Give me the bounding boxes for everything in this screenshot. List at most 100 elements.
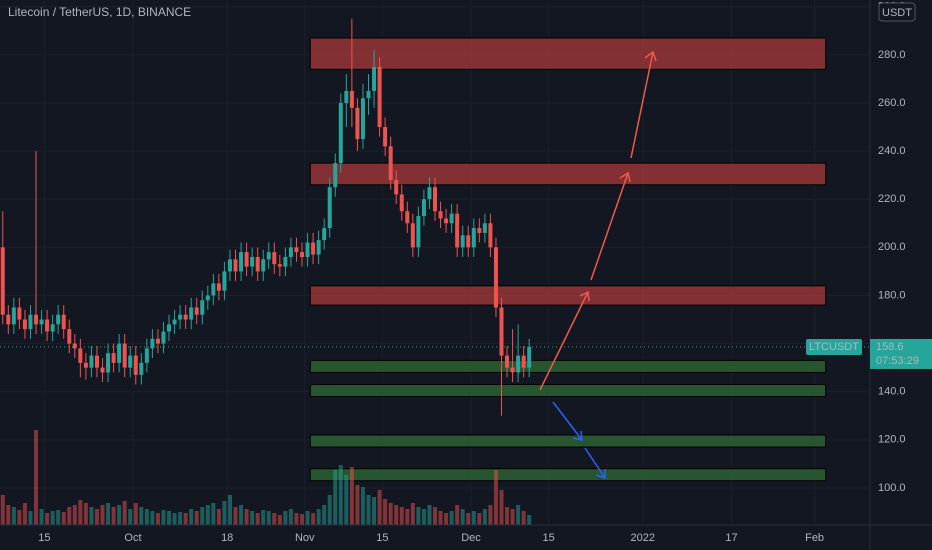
candle-body [11, 307, 16, 325]
candle-body [283, 256, 288, 267]
volume-bar [360, 487, 365, 525]
x-tick-label: 2022 [631, 532, 655, 544]
candle-body [305, 242, 310, 257]
candle-body [427, 187, 432, 200]
candle-body [394, 179, 399, 195]
x-tick-label: Feb [805, 532, 824, 544]
volume-bar [266, 511, 271, 525]
candle-body [333, 163, 338, 188]
candle-body [488, 223, 493, 248]
y-tick-label: 260.0 [878, 97, 906, 109]
volume-bar [466, 513, 471, 525]
candle-body [61, 314, 66, 330]
candle-body [94, 355, 99, 368]
volume-bar [161, 510, 166, 525]
candle-body [0, 247, 5, 315]
currency-badge[interactable] [878, 2, 916, 22]
volume-bar [261, 510, 266, 525]
candle-body [416, 216, 421, 248]
volume-bar [366, 495, 371, 525]
candle-body [150, 338, 155, 349]
volume-bar [305, 511, 310, 525]
candle-body [222, 271, 227, 291]
volume-bar [438, 511, 443, 525]
candle-body [366, 90, 371, 99]
candle-body [460, 235, 465, 248]
volume-bar [527, 515, 532, 525]
candle-body [355, 107, 360, 140]
volume-bar [128, 509, 133, 525]
candle-body [300, 252, 305, 257]
volume-bar [117, 505, 122, 525]
candle-body [111, 353, 116, 363]
volume-bar [449, 511, 454, 525]
volume-bar [67, 507, 72, 525]
candle-body [388, 146, 393, 180]
volume-bar [172, 513, 177, 525]
volume-bar [194, 511, 199, 525]
candle-body [72, 343, 77, 349]
candle-body [144, 348, 149, 363]
volume-bar [45, 513, 50, 525]
candle-body [527, 346, 532, 368]
candle-body [255, 256, 260, 272]
candle-body [89, 355, 94, 368]
volume-bar [155, 513, 160, 525]
y-tick-label: 240.0 [878, 145, 906, 157]
x-tick-label: 15 [38, 532, 50, 544]
zone [309, 383, 827, 398]
candle-body [438, 211, 443, 219]
candle-body [178, 314, 183, 320]
candle-body [211, 283, 216, 296]
zone [309, 468, 827, 482]
y-tick-label: 120.0 [878, 434, 906, 446]
volume-bar [111, 507, 116, 525]
volume-bar [211, 503, 216, 525]
volume-bar [405, 509, 410, 525]
volume-bar [349, 467, 354, 525]
candle-body [227, 259, 232, 272]
volume-bar [460, 509, 465, 525]
zone [309, 162, 827, 186]
y-tick-label: 100.0 [878, 482, 906, 494]
candle-body [183, 314, 188, 320]
volume-bar [410, 503, 415, 525]
volume-bar [372, 497, 377, 525]
volume-bar [6, 505, 11, 525]
volume-bar [516, 505, 521, 525]
volume-bar [205, 505, 210, 525]
volume-bar [139, 507, 144, 525]
candle-body [50, 324, 55, 332]
y-tick-label: 140.0 [878, 386, 906, 398]
candle-body [100, 367, 105, 373]
volume-bar [216, 509, 221, 525]
volume-bar [283, 511, 288, 525]
volume-bar [178, 512, 183, 525]
volume-bar [167, 511, 172, 525]
arrow [590, 171, 631, 281]
volume-bar [94, 509, 99, 525]
candle-body [161, 331, 166, 344]
candle-body [78, 348, 83, 363]
candle-body [39, 319, 44, 325]
volume-bar [377, 490, 382, 525]
volume-bar [183, 513, 188, 525]
candle-body [277, 264, 282, 267]
arrow [539, 290, 590, 391]
candle-body [266, 252, 271, 260]
candle-body [505, 355, 510, 368]
candle-body [433, 187, 437, 212]
volume-bar [72, 505, 77, 525]
candle-body [122, 343, 127, 368]
volume-bar [255, 513, 260, 525]
volume-bar [144, 509, 149, 525]
volume-bar [383, 499, 388, 525]
arrow [552, 401, 583, 441]
candle-body [34, 314, 39, 325]
y-tick-label: 200.0 [878, 241, 906, 253]
candle-body [316, 240, 321, 255]
candle-body [349, 90, 354, 108]
candle-body [155, 338, 160, 344]
candle-body [344, 90, 349, 103]
